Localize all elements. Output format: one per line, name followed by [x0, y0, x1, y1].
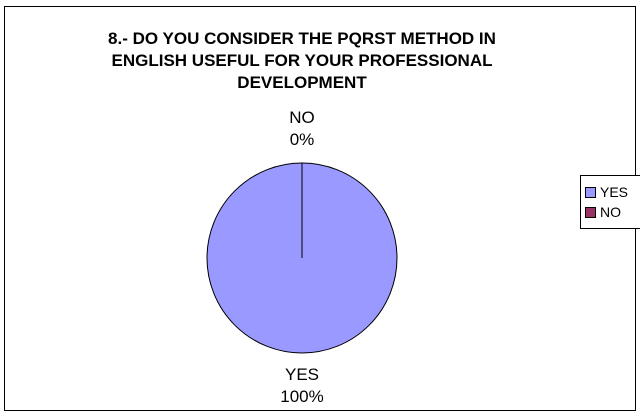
slice-label-yes-percent: 100% — [280, 387, 324, 406]
legend-item-yes: YES — [585, 182, 640, 202]
chart-legend: YES NO — [580, 175, 640, 229]
chart-title: 8.- DO YOU CONSIDER THE PQRST METHOD IN … — [12, 28, 592, 94]
slice-label-no-percent: 0% — [289, 130, 315, 149]
legend-item-no: NO — [585, 202, 640, 222]
slice-label-no: NO 0% — [242, 107, 362, 151]
slice-label-yes: YES 100% — [242, 364, 362, 408]
legend-label-no: NO — [600, 204, 621, 220]
slice-label-no-name: NO — [289, 108, 315, 127]
chart-title-line-3: DEVELOPMENT — [237, 73, 367, 92]
legend-label-yes: YES — [600, 184, 629, 200]
legend-swatch-no — [585, 206, 596, 218]
legend-swatch-yes — [585, 186, 596, 198]
slice-label-yes-name: YES — [284, 365, 320, 384]
chart-title-line-1: 8.- DO YOU CONSIDER THE PQRST METHOD IN — [108, 29, 496, 48]
chart-title-line-2: ENGLISH USEFUL FOR YOUR PROFESSIONAL — [111, 51, 493, 70]
